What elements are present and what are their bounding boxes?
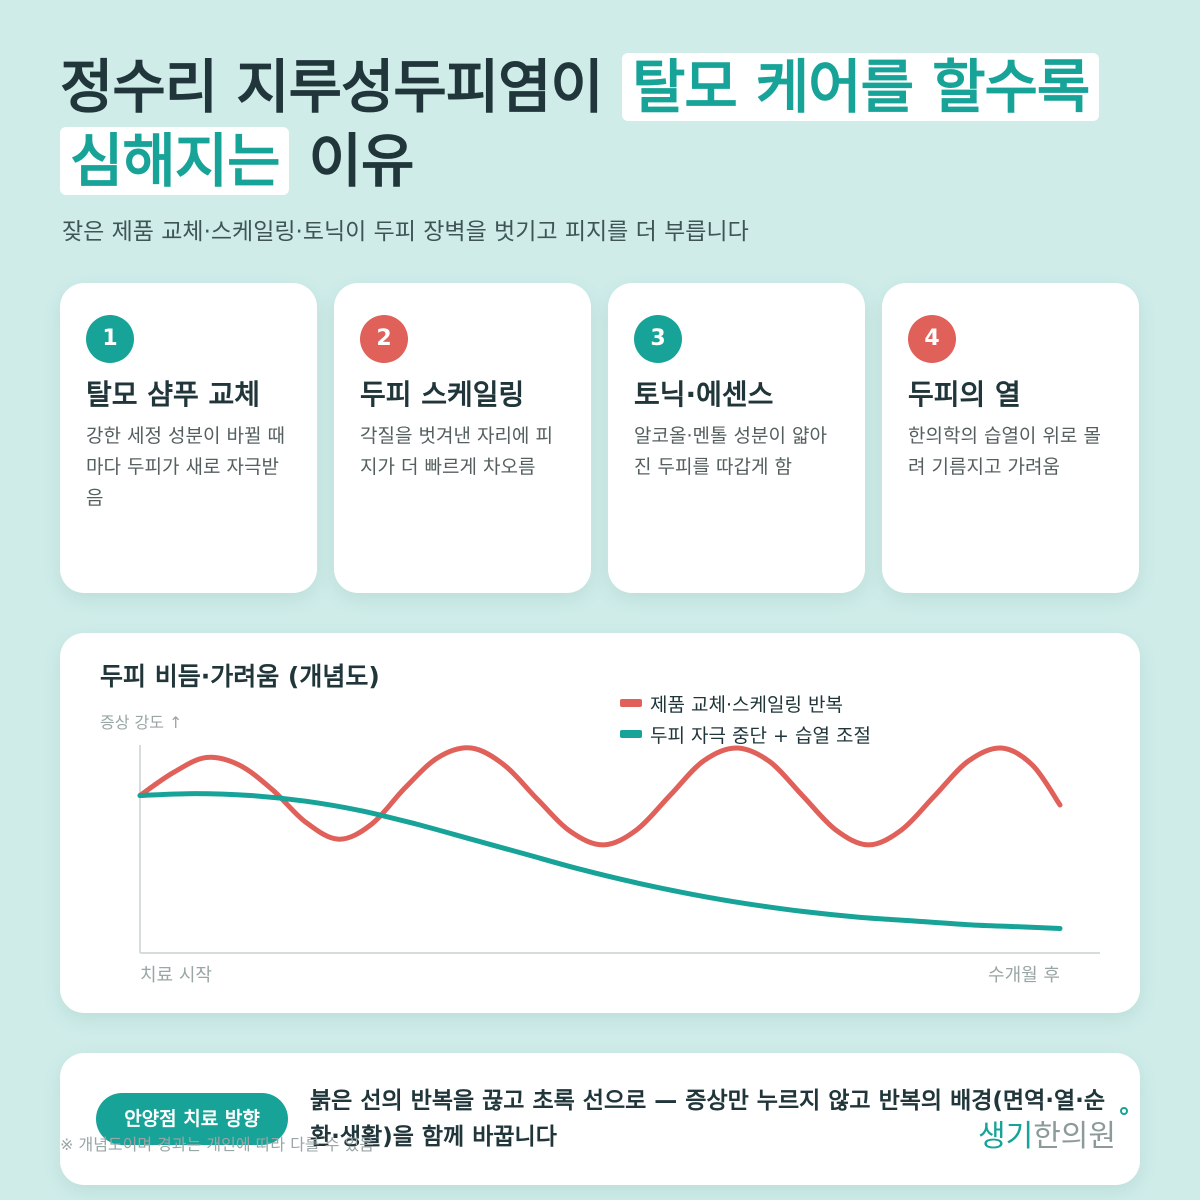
card-number-badge: 2 [360,315,408,363]
card-description: 알코올·멘톨 성분이 얇아진 두피를 따갑게 함 [634,425,827,478]
chart-title: 두피 비듬·가려움 (개념도) [100,662,380,691]
cause-card-4: 4 두피의 열 한의학의 습열이 위로 몰려 기름지고 가려움 [882,283,1139,593]
legend-swatch-treatment [620,730,642,738]
concept-line-chart: 두피 비듬·가려움 (개념도) 증상 강도 ↑ 치료 시작 수개월 후 제품 교… [100,662,1100,986]
x-axis-start-label: 치료 시작 [140,965,212,986]
card-description: 각질을 벗겨낸 자리에 피지가 더 빠르게 차오름 [360,425,553,478]
title-part1: 정수리 지루성두피염이 [60,53,604,121]
chart-legend: 제품 교체·스케일링 반복 두피 자극 중단 + 습열 조절 [620,694,871,747]
cause-card-1: 1 탈모 샴푸 교체 강한 세정 성분이 바뀔 때마다 두피가 새로 자극받음 [60,283,317,593]
treatment-direction-card: 안양점 치료 방향 붉은 선의 반복을 끊고 초록 선으로 — 증상만 누르지 … [60,1053,1140,1185]
branch-direction-badge: 안양점 치료 방향 [96,1093,288,1145]
card-title: 두피 스케일링 [360,378,525,411]
logo-dot-icon [1120,1107,1128,1115]
card-description: 한의학의 습열이 위로 몰려 기름지고 가려움 [908,425,1101,478]
disclaimer-footnote: ※ 개념도이며 경과는 개인에 따라 다를 수 있음 [60,1135,374,1154]
legend-label-repeat-cycle: 제품 교체·스케일링 반복 [650,694,843,716]
legend-label-treatment: 두피 자극 중단 + 습열 조절 [650,725,871,747]
title-part2: 이유 [308,127,415,195]
card-number-badge: 1 [86,315,134,363]
card-number-badge: 3 [634,315,682,363]
chart-card: 두피 비듬·가려움 (개념도) 증상 강도 ↑ 치료 시작 수개월 후 제품 교… [60,633,1140,1013]
card-description: 강한 세정 성분이 바뀔 때마다 두피가 새로 자극받음 [86,425,285,509]
logo-part2: 한의원 [1033,1119,1116,1154]
x-axis-end-label: 수개월 후 [988,965,1060,986]
legend-swatch-repeat-cycle [620,699,642,707]
cause-card-2: 2 두피 스케일링 각질을 벗겨낸 자리에 피지가 더 빠르게 차오름 [334,283,591,593]
page-subtitle: 잦은 제품 교체·스케일링·토닉이 두피 장벽을 벗기고 피지를 더 부릅니다 [62,219,749,245]
card-title: 탈모 샴푸 교체 [86,378,261,411]
y-axis-label: 증상 강도 ↑ [100,713,182,732]
logo-part1: 생기 [977,1119,1034,1154]
treatment-message: 붉은 선의 반복을 끊고 초록 선으로 — 증상만 누르지 않고 반복의 배경(… [310,1088,1106,1150]
card-title: 토닉·에센스 [634,378,774,411]
card-number-badge: 4 [908,315,956,363]
card-title: 두피의 열 [908,378,1021,411]
page-title: 정수리 지루성두피염이 탈모 케어를 할수록 심해지는 이유 [60,50,1160,198]
series-line-treatment [137,791,1063,931]
cause-card-3: 3 토닉·에센스 알코올·멘톨 성분이 얇아진 두피를 따갑게 함 [608,283,865,593]
cause-cards: 1 탈모 샴푸 교체 강한 세정 성분이 바뀔 때마다 두피가 새로 자극받음 … [60,283,1140,593]
series-line-repeat-cycle [137,745,1063,848]
clinic-logo: 생기한의원 [977,1107,1128,1155]
